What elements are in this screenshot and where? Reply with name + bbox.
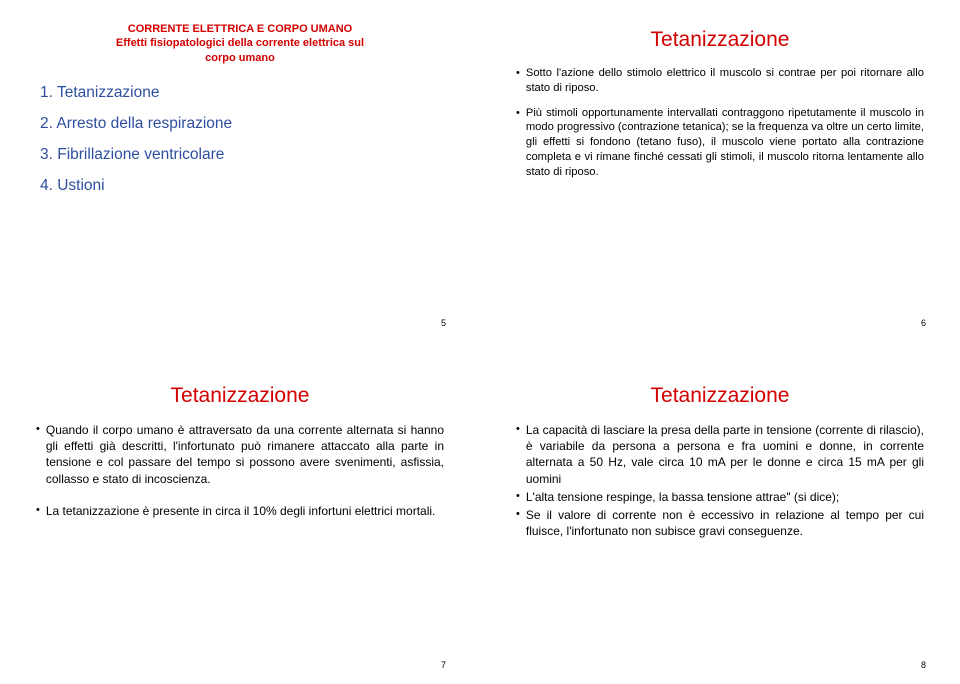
subtitle-line3: corpo umano xyxy=(36,51,444,65)
bullet-text: Sotto l'azione dello stimolo elettrico i… xyxy=(526,66,924,96)
bullet-dot: • xyxy=(36,503,40,519)
bullet-dot: • xyxy=(516,489,520,505)
bullet-text: La tetanizzazione è presente in circa il… xyxy=(46,503,436,519)
bullet-dot: • xyxy=(516,106,520,180)
subtitle-line1: CORRENTE ELETTRICA E CORPO UMANO xyxy=(36,22,444,36)
slide-title: Tetanizzazione xyxy=(516,28,924,52)
bullet-text: La capacità di lasciare la presa della p… xyxy=(526,422,924,487)
bullet-text: L'alta tensione respinge, la bassa tensi… xyxy=(526,489,839,505)
slide-8: Tetanizzazione • La capacità di lasciare… xyxy=(480,342,960,684)
slide-7: Tetanizzazione • Quando il corpo umano è… xyxy=(0,342,480,684)
page-number: 6 xyxy=(921,318,926,328)
bullet-item: • La tetanizzazione è presente in circa … xyxy=(36,503,444,519)
bullet-dot: • xyxy=(36,422,40,487)
toc-item: 3. Fibrillazione ventricolare xyxy=(40,139,444,170)
subtitle-line2: Effetti fisiopatologici della corrente e… xyxy=(36,36,444,50)
slide-title: Tetanizzazione xyxy=(36,384,444,408)
slide-6: Tetanizzazione • Sotto l'azione dello st… xyxy=(480,0,960,342)
bullet-text: Quando il corpo umano è attraversato da … xyxy=(46,422,444,487)
bullet-item: • L'alta tensione respinge, la bassa ten… xyxy=(516,489,924,505)
page-number: 8 xyxy=(921,660,926,670)
bullet-item: • Sotto l'azione dello stimolo elettrico… xyxy=(516,66,924,96)
bullet-item: • Quando il corpo umano è attraversato d… xyxy=(36,422,444,487)
bullet-item: • Più stimoli opportunamente intervallat… xyxy=(516,106,924,180)
slide-5: CORRENTE ELETTRICA E CORPO UMANO Effetti… xyxy=(0,0,480,342)
bullet-item: • La capacità di lasciare la presa della… xyxy=(516,422,924,487)
bullet-text: Se il valore di corrente non è eccessivo… xyxy=(526,507,924,539)
bullet-item: • Se il valore di corrente non è eccessi… xyxy=(516,507,924,539)
bullet-dot: • xyxy=(516,66,520,96)
slide-title: Tetanizzazione xyxy=(516,384,924,408)
slide-subtitle: CORRENTE ELETTRICA E CORPO UMANO Effetti… xyxy=(36,22,444,65)
toc-item: 4. Ustioni xyxy=(40,170,444,201)
toc-item: 1. Tetanizzazione xyxy=(40,77,444,108)
bullet-text: Più stimoli opportunamente intervallati … xyxy=(526,106,924,180)
page-number: 7 xyxy=(441,660,446,670)
toc-list: 1. Tetanizzazione 2. Arresto della respi… xyxy=(36,77,444,201)
bullet-dot: • xyxy=(516,422,520,487)
page-number: 5 xyxy=(441,318,446,328)
bullet-dot: • xyxy=(516,507,520,539)
toc-item: 2. Arresto della respirazione xyxy=(40,108,444,139)
